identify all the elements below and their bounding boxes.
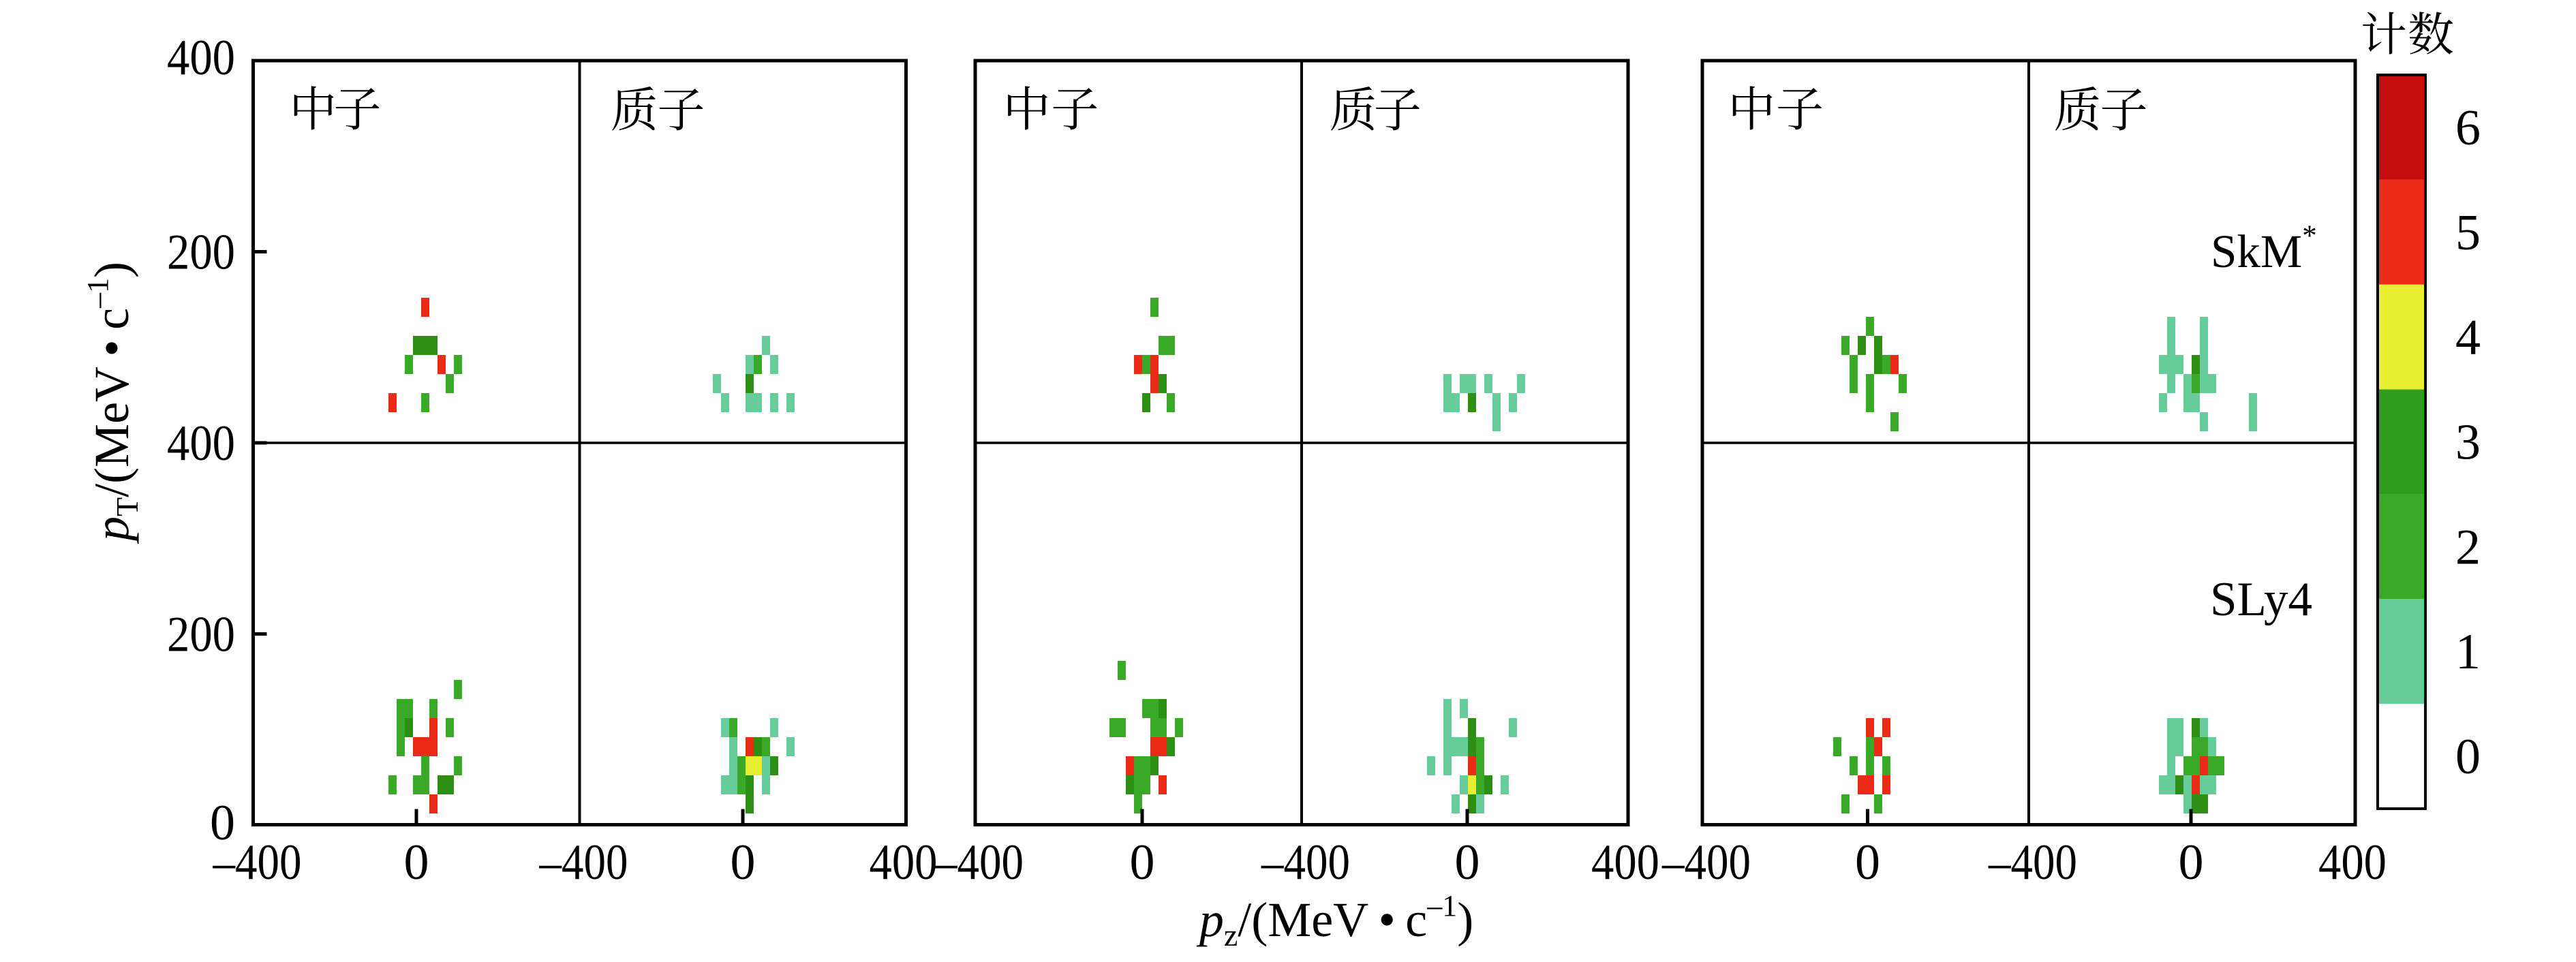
svg-text:4: 4 xyxy=(2455,310,2481,366)
svg-text:400: 400 xyxy=(2318,835,2387,890)
svg-text:2: 2 xyxy=(2455,519,2481,575)
svg-text:–400: –400 xyxy=(1261,835,1350,890)
svg-text:400: 400 xyxy=(167,30,235,86)
svg-text:1: 1 xyxy=(2455,624,2481,680)
svg-text:0: 0 xyxy=(1130,835,1155,890)
svg-text:0: 0 xyxy=(2179,835,2204,890)
svg-text:400: 400 xyxy=(167,416,235,471)
svg-text:SLy4: SLy4 xyxy=(2210,573,2312,626)
svg-text:–400: –400 xyxy=(539,835,628,890)
svg-text:–400: –400 xyxy=(934,835,1024,890)
svg-text:SkM*: SkM* xyxy=(2211,220,2317,277)
svg-text:–400: –400 xyxy=(213,835,302,890)
svg-text:3: 3 xyxy=(2455,415,2481,471)
svg-text:5: 5 xyxy=(2455,205,2481,261)
svg-text:pT/(MeV • c–1): pT/(MeV • c–1) xyxy=(81,262,144,544)
svg-text:0: 0 xyxy=(1455,835,1480,890)
svg-text:200: 200 xyxy=(167,225,235,281)
svg-text:0: 0 xyxy=(1855,835,1880,890)
svg-text:–400: –400 xyxy=(1988,835,2077,890)
svg-text:6: 6 xyxy=(2455,100,2481,156)
svg-text:–400: –400 xyxy=(1661,835,1751,890)
svg-text:400: 400 xyxy=(870,835,938,890)
svg-text:0: 0 xyxy=(2455,729,2481,785)
svg-text:0: 0 xyxy=(404,835,429,890)
svg-text:400: 400 xyxy=(1591,835,1659,890)
svg-text:0: 0 xyxy=(731,835,756,890)
svg-text:0: 0 xyxy=(210,795,235,851)
svg-text:200: 200 xyxy=(167,607,235,663)
svg-text:pz/(MeV • c–1): pz/(MeV • c–1) xyxy=(1196,889,1473,952)
